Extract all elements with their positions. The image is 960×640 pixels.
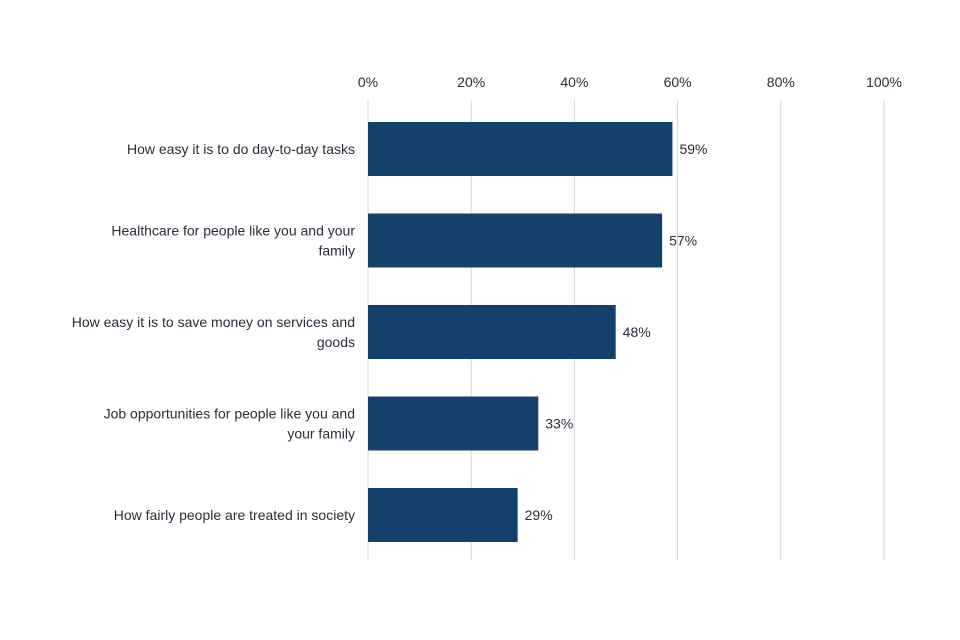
bars bbox=[368, 122, 673, 542]
bar bbox=[368, 213, 663, 268]
data-label: 59% bbox=[679, 141, 707, 157]
x-tick-label: 20% bbox=[457, 74, 485, 90]
bar bbox=[368, 122, 673, 176]
category-label: How fairly people are treated in society bbox=[114, 507, 355, 523]
x-tick-label: 100% bbox=[866, 74, 902, 90]
value-labels: 59% 57% 48% 33% 29% bbox=[525, 141, 708, 523]
data-label: 48% bbox=[623, 324, 651, 340]
data-label: 33% bbox=[545, 416, 573, 432]
x-tick-label: 60% bbox=[664, 74, 692, 90]
bar bbox=[368, 305, 616, 359]
category-label: How easy it is to save money on services… bbox=[72, 314, 355, 330]
x-axis-ticks: 0% 20% 40% 60% 80% 100% bbox=[358, 74, 902, 90]
category-label: goods bbox=[317, 334, 355, 350]
x-tick-label: 0% bbox=[358, 74, 378, 90]
category-label: family bbox=[318, 243, 355, 259]
category-label: your family bbox=[287, 426, 355, 442]
bar bbox=[368, 488, 518, 542]
category-label: Job opportunities for people like you an… bbox=[104, 406, 355, 422]
category-label: Healthcare for people like you and your bbox=[111, 223, 355, 239]
category-label: How easy it is to do day-to-day tasks bbox=[127, 141, 355, 157]
category-labels: How easy it is to do day-to-day tasks Hea… bbox=[72, 141, 356, 523]
x-tick-label: 40% bbox=[560, 74, 588, 90]
data-label: 29% bbox=[525, 507, 553, 523]
data-label: 57% bbox=[669, 233, 697, 249]
x-tick-label: 80% bbox=[767, 74, 795, 90]
bar bbox=[368, 396, 539, 451]
